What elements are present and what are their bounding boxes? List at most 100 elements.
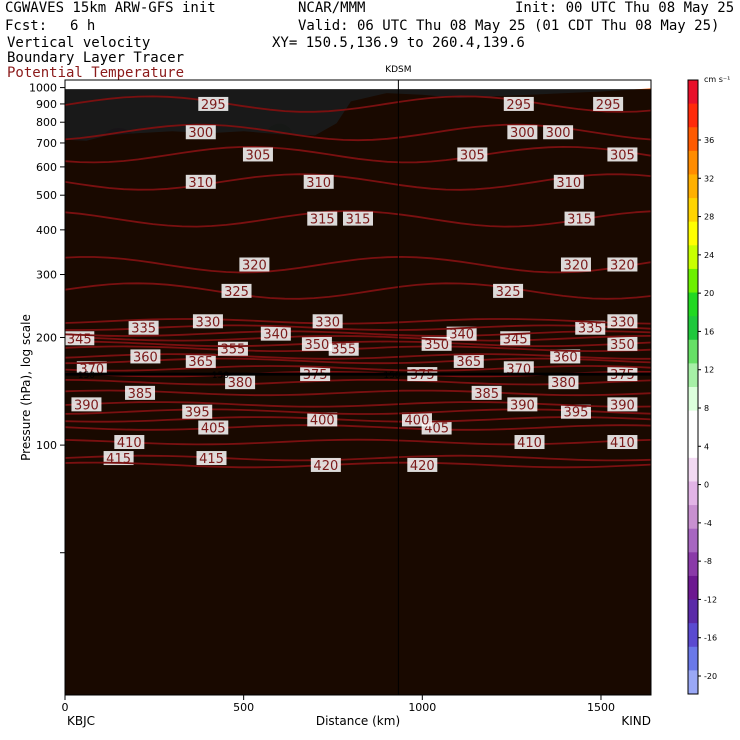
field-potential-temperature: Potential Temperature (7, 65, 185, 81)
colorbar-swatch-9 (688, 292, 698, 317)
colorbar-swatch-1 (688, 103, 698, 128)
theta-contour-395 (65, 408, 651, 415)
theta-label-365-1: 365 (456, 355, 481, 370)
theta-label-295-2: 295 (596, 98, 621, 113)
colorbar-label-1: 32 (704, 174, 714, 183)
theta-label-bg-390-1 (507, 397, 538, 412)
colorbar-label-7: 8 (704, 404, 709, 413)
y-tick-label-0: 100 (36, 439, 57, 452)
theta-label-bg-295-1 (503, 96, 534, 111)
forecast-label: Fcst: (5, 18, 48, 34)
theta-label-405-0: 405 (201, 422, 226, 437)
theta-label-315-2: 315 (567, 213, 592, 228)
colorbar-unit: cm s⁻¹ (704, 75, 730, 84)
colorbar-swatch-0 (688, 80, 698, 105)
colorbar-swatch-22 (688, 599, 698, 624)
theta-label-310-1: 310 (306, 176, 331, 191)
theta-label-295-0: 295 (201, 98, 226, 113)
theta-label-bg-310-2 (553, 174, 584, 189)
colorbar-label-12: -12 (704, 595, 717, 604)
theta-label-bg-420-1 (407, 457, 438, 472)
x-tick-label-3: 1500 (587, 701, 615, 714)
colorbar-label-3: 24 (704, 251, 714, 260)
theta-label-bg-355-1 (328, 341, 359, 356)
colorbar-swatch-19 (688, 528, 698, 553)
theta-label-335-1: 335 (578, 322, 603, 337)
theta-label-bg-305-2 (607, 147, 638, 162)
theta-label-bg-395-0 (182, 404, 213, 419)
colorbar-swatch-12 (688, 363, 698, 388)
theta-contour-335 (65, 324, 651, 331)
theta-label-300-1: 300 (510, 126, 535, 141)
theta-label-360-0: 360 (133, 350, 158, 365)
theta-contour-330 (65, 318, 651, 325)
theta-contour-345 (65, 335, 651, 342)
theta-label-315-1: 315 (346, 213, 371, 228)
colorbar-swatch-25 (688, 670, 698, 695)
theta-contour-410 (65, 438, 651, 446)
tracer-label-2: 150 (383, 371, 400, 381)
colorbar-swatch-7 (688, 245, 698, 270)
theta-label-bg-360-0 (130, 349, 161, 364)
y-tick-label-1: 200 (36, 331, 57, 344)
y-tick-label-7: 800 (36, 116, 57, 129)
chart-title: KDSM (385, 65, 411, 75)
theta-label-bg-295-2 (593, 96, 624, 111)
theta-contour-415 (65, 454, 651, 462)
theta-label-400-1: 400 (405, 413, 430, 428)
colorbar-label-5: 16 (704, 327, 714, 336)
theta-label-bg-385-1 (471, 385, 502, 400)
field-boundary-layer-tracer: Boundary Layer Tracer (7, 50, 185, 66)
theta-label-320-0: 320 (242, 258, 267, 273)
theta-label-bg-320-2 (607, 257, 638, 272)
theta-label-325-0: 325 (224, 285, 249, 300)
theta-label-bg-300-1 (507, 125, 538, 140)
y-tick-label-9: 1000 (29, 82, 57, 95)
model-title: CGWAVES 15km ARW-GFS init (5, 0, 216, 16)
theta-contour-405 (65, 424, 651, 431)
colorbar-swatch-11 (688, 339, 698, 364)
theta-label-bg-335-0 (128, 320, 159, 335)
theta-label-bg-325-0 (221, 283, 252, 298)
valid-time: Valid: 06 UTC Thu 08 May 25 (01 CDT Thu … (298, 18, 720, 34)
colorbar-swatch-3 (688, 150, 698, 175)
y-tick-label-3: 400 (36, 224, 57, 237)
y-tick-label-8: 900 (36, 98, 57, 111)
theta-label-bg-400-0 (307, 412, 338, 427)
colorbar-swatch-4 (688, 174, 698, 199)
theta-label-305-0: 305 (246, 148, 271, 163)
theta-label-bg-315-2 (564, 211, 595, 226)
colorbar-swatch-23 (688, 623, 698, 648)
theta-label-bg-405-0 (198, 420, 229, 435)
endpoint-left: KBJC (67, 714, 95, 728)
org-label: NCAR/MMM (298, 0, 366, 16)
theta-label-410-0: 410 (117, 436, 142, 451)
theta-label-bg-410-0 (114, 435, 145, 450)
theta-label-410-2: 410 (610, 436, 635, 451)
theta-label-bg-340-0 (260, 326, 291, 341)
theta-label-350-2: 350 (610, 338, 635, 353)
colorbar-label-6: 12 (704, 366, 714, 375)
theta-label-bg-350-0 (301, 336, 332, 351)
theta-label-340-1: 340 (449, 328, 474, 343)
x-tick-label-0: 0 (62, 701, 69, 714)
field-vertical-velocity: Vertical velocity (7, 35, 151, 51)
theta-label-345-0: 345 (67, 332, 92, 347)
colorbar-swatch-8 (688, 268, 698, 294)
colorbar-swatch-10 (688, 316, 698, 341)
tracer-label-1: 150 (212, 371, 229, 381)
theta-label-bg-310-0 (185, 174, 216, 189)
theta-label-380-0: 380 (228, 376, 253, 391)
theta-label-380-1: 380 (551, 376, 576, 391)
theta-label-330-2: 330 (610, 315, 635, 330)
colorbar-swatch-13 (688, 387, 698, 412)
theta-label-bg-300-0 (185, 125, 216, 140)
colorbar-swatch-14 (688, 410, 698, 435)
colorbar-label-4: 20 (704, 289, 714, 298)
tracer-label-0: 150 (78, 371, 95, 381)
theta-label-bg-415-0 (103, 451, 134, 466)
colorbar-swatch-18 (688, 505, 698, 530)
colorbar-swatch-16 (688, 457, 698, 482)
